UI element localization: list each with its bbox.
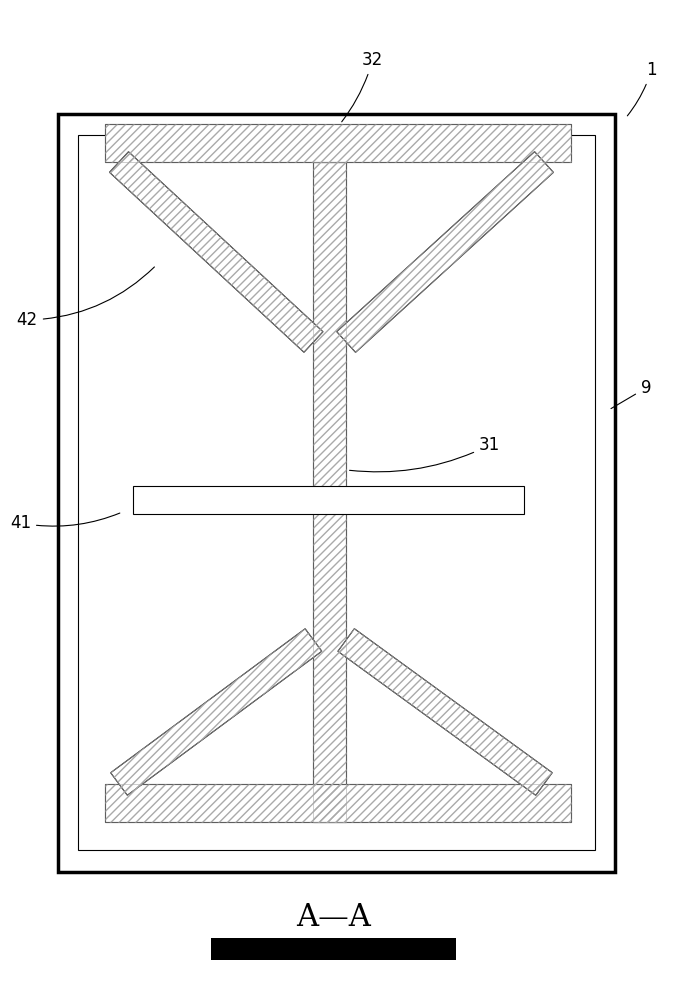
Text: 41: 41 xyxy=(10,513,120,532)
Bar xyxy=(78,135,595,850)
Bar xyxy=(58,114,615,872)
Bar xyxy=(211,938,456,960)
Polygon shape xyxy=(109,152,323,352)
Text: 9: 9 xyxy=(611,379,651,409)
Bar xyxy=(313,162,346,822)
Text: 32: 32 xyxy=(342,51,384,122)
Bar xyxy=(133,486,524,514)
Text: 42: 42 xyxy=(16,267,154,329)
Bar xyxy=(105,124,571,162)
Bar xyxy=(313,162,346,822)
Polygon shape xyxy=(111,629,322,795)
Text: A—A: A—A xyxy=(296,902,371,934)
Bar xyxy=(105,124,571,162)
Bar xyxy=(105,784,571,822)
Polygon shape xyxy=(337,152,554,352)
Polygon shape xyxy=(338,629,552,795)
Bar xyxy=(105,784,571,822)
Text: 31: 31 xyxy=(350,436,500,472)
Text: 1: 1 xyxy=(628,61,657,116)
